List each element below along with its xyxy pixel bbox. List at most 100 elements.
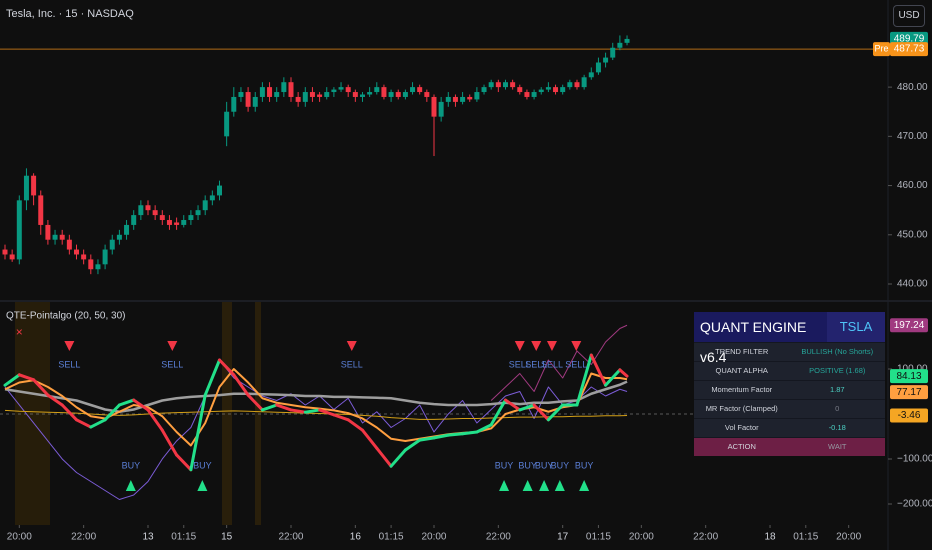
candle-body [23, 175, 29, 201]
candle-body [309, 92, 315, 97]
oscillator-segment [575, 353, 593, 407]
candle-body [402, 92, 408, 97]
oscillator-segment [475, 423, 493, 434]
candle-body [588, 72, 594, 78]
row-label: Vol Factor [724, 423, 759, 432]
candle-body [281, 82, 287, 93]
currency-button[interactable]: USD [893, 5, 925, 27]
candle-body [460, 96, 466, 102]
candle-body [245, 92, 251, 107]
candle-body [581, 77, 587, 88]
oscillator-segment [389, 448, 407, 468]
oscillator-segment [432, 433, 450, 440]
oscillator-segment [604, 368, 622, 387]
x-tick-label: 20:00 [629, 532, 654, 543]
candle-body [517, 87, 523, 93]
oscillator-line [4, 380, 628, 413]
oscillator-line [490, 324, 628, 401]
row-label: TREND FILTER [715, 347, 769, 356]
oscillator-segment [17, 373, 36, 382]
candle-body [188, 215, 194, 221]
value-badge [890, 318, 928, 333]
candle-body [495, 82, 501, 88]
marker: × [16, 325, 23, 339]
candle-body [510, 82, 516, 88]
oscillator-segment [260, 403, 279, 412]
candle-body [417, 87, 423, 93]
candle-body [338, 87, 344, 90]
candle-body [538, 89, 544, 93]
candle-body [617, 42, 623, 48]
row-label: MR Factor (Clamped) [705, 404, 778, 413]
candle-body [31, 175, 37, 196]
pre-tag-label: Pre [874, 43, 888, 53]
candle-body [81, 254, 87, 260]
candle-body [574, 82, 580, 88]
panel-title: QUANT ENGINE v6.4 [700, 319, 807, 365]
candle-body [467, 96, 473, 100]
buy-signal [499, 480, 510, 491]
oscillator-segment [103, 403, 121, 422]
indicator-title: QTE-Pointalgo (20, 50, 30) [6, 311, 126, 322]
panel-row: Vol Factor -0.18 [694, 418, 885, 437]
sell-label: SELL [341, 359, 363, 369]
candle-body [109, 239, 115, 250]
candle-body [216, 185, 222, 196]
row-value: 0 [835, 404, 840, 413]
value-badge [890, 369, 928, 384]
oscillator-segment [418, 436, 436, 442]
x-tick-label: 22:00 [693, 532, 718, 543]
row-value: POSITIVE (1.68) [809, 366, 866, 375]
x-tick-label: 15 [221, 532, 233, 543]
panel-row: QUANT ALPHA POSITIVE (1.68) [694, 361, 885, 380]
candle-body [352, 92, 358, 97]
candle-body [267, 87, 273, 97]
candle-body [174, 222, 180, 225]
pre-price-badge [890, 42, 928, 57]
pre-tag [873, 42, 890, 57]
candle-body [238, 92, 244, 97]
x-tick-label: 16 [350, 532, 362, 543]
candle-body [116, 234, 122, 240]
candle-body [481, 87, 487, 93]
row-value: BULLISH (No Shorts) [801, 347, 874, 356]
oscillator-segment [346, 418, 364, 432]
pre-price-label: 487.73 [894, 44, 925, 55]
oscillator-segment [403, 438, 422, 452]
buy-signal [554, 480, 565, 491]
y-tick-label: −200.00 [897, 499, 932, 510]
candle-body [252, 96, 258, 107]
oscillator-segment [217, 358, 236, 377]
buy-label: BUY [495, 460, 514, 470]
value-badge-label: 77.17 [896, 387, 921, 398]
x-tick-label: 01:15 [171, 532, 196, 543]
row-value: -0.18 [828, 423, 846, 432]
row-label: QUANT ALPHA [715, 366, 768, 375]
oscillator-segment [275, 403, 293, 412]
candle-body [388, 92, 394, 97]
oscillator-segment [332, 413, 350, 422]
sell-signal [167, 341, 178, 351]
buy-label: BUY [551, 460, 570, 470]
sell-label: SELL [509, 359, 531, 369]
row-label: ACTION [727, 442, 756, 451]
candle-body [195, 210, 201, 216]
panel-rows: TREND FILTER BULLISH (No Shorts) QUANT ALP… [694, 342, 885, 456]
candle-body [52, 234, 58, 240]
buy-label: BUY [518, 460, 537, 470]
row-value: 1.87 [829, 385, 845, 394]
candle-body [488, 82, 494, 88]
panel-row: MR Factor (Clamped) 0 [694, 399, 885, 418]
candle-body [159, 215, 165, 221]
oscillator-segment [3, 373, 21, 387]
x-tick-label: 20:00 [836, 532, 861, 543]
candle-body [424, 92, 430, 97]
candle-body [166, 220, 172, 225]
buy-label: BUY [535, 460, 554, 470]
oscillator-segment [89, 418, 107, 429]
candle-body [374, 87, 380, 93]
y-tick-label: 470.00 [897, 131, 928, 142]
y-tick-label: 440.00 [897, 279, 928, 290]
oscillator-line [4, 359, 628, 500]
